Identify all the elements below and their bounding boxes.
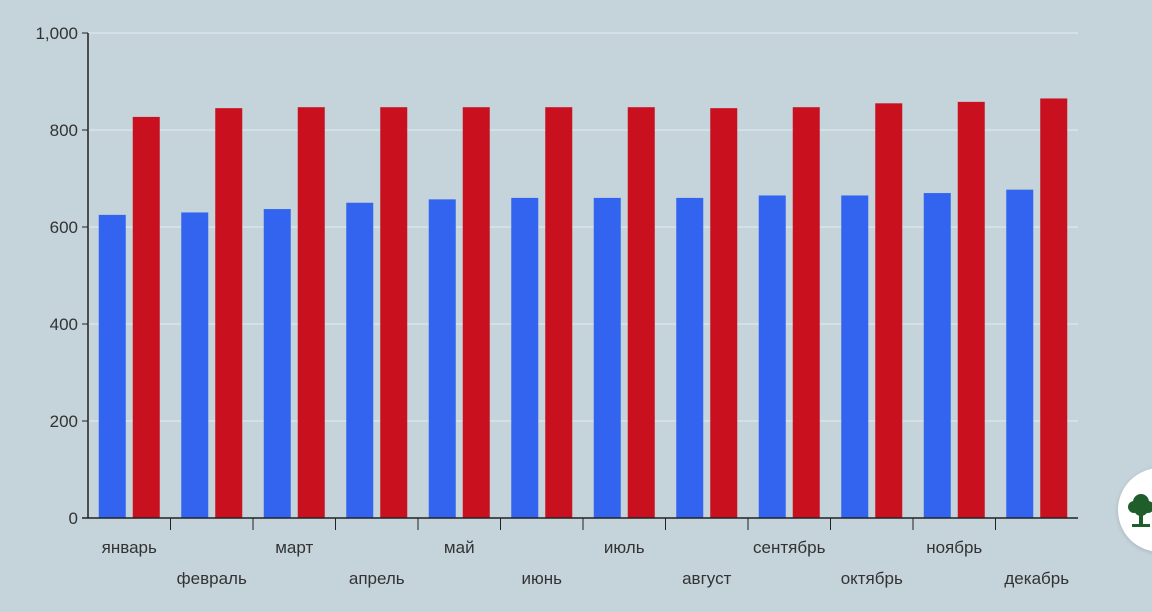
- x-tick-label: май: [444, 538, 475, 557]
- x-tick-label: февраль: [177, 569, 247, 588]
- x-tick-label: июль: [604, 538, 645, 557]
- bar-series-2: [875, 103, 903, 518]
- bar-series-2: [380, 107, 408, 518]
- y-tick-label: 200: [50, 412, 78, 431]
- bars: [98, 98, 1068, 530]
- bar-series-1: [346, 202, 374, 518]
- bar-series-2: [957, 101, 985, 519]
- y-tick-label: 400: [50, 315, 78, 334]
- bar-series-1: [181, 212, 209, 518]
- y-tick-label: 1,000: [35, 24, 78, 43]
- bar-series-2: [1040, 98, 1068, 518]
- x-tick-label: январь: [102, 538, 157, 557]
- bar-series-1: [923, 193, 951, 519]
- bar-series-2: [462, 107, 490, 518]
- bar-series-2: [215, 108, 243, 519]
- x-tick-label: сентябрь: [753, 538, 826, 557]
- x-tick-label: март: [275, 538, 313, 557]
- bar-series-2: [792, 107, 820, 518]
- y-tick-label: 0: [69, 509, 78, 528]
- x-tick-label: июнь: [522, 569, 563, 588]
- bar-series-1: [428, 199, 456, 519]
- gridlines: [82, 32, 1078, 519]
- tree-icon: [1128, 494, 1152, 527]
- bar-series-1: [98, 214, 126, 518]
- x-tick-label: август: [682, 569, 731, 588]
- bar-series-1: [593, 197, 621, 518]
- bar-series-1: [1006, 189, 1034, 518]
- y-tick-label: 600: [50, 218, 78, 237]
- x-tick-label: ноябрь: [926, 538, 982, 557]
- x-tick-label: апрель: [349, 569, 405, 588]
- y-tick-labels: 0 200 400 600 800 1,000: [35, 24, 78, 528]
- bar-series-1: [263, 209, 291, 518]
- x-tick-labels: январь февраль март апрель май июнь июль…: [102, 538, 1070, 588]
- bar-series-2: [627, 107, 655, 518]
- bar-series-1: [841, 195, 869, 518]
- bar-series-2: [297, 107, 325, 518]
- x-tick-label: октябрь: [841, 569, 903, 588]
- bar-series-1: [676, 197, 704, 518]
- bar-series-1: [758, 195, 786, 518]
- axes: [82, 33, 1078, 519]
- bar-series-2: [710, 108, 738, 519]
- x-tick-label: декабрь: [1004, 569, 1069, 588]
- bar-series-2: [545, 107, 573, 518]
- y-tick-label: 800: [50, 121, 78, 140]
- bar-series-2: [132, 116, 160, 518]
- bar-series-1: [511, 197, 539, 518]
